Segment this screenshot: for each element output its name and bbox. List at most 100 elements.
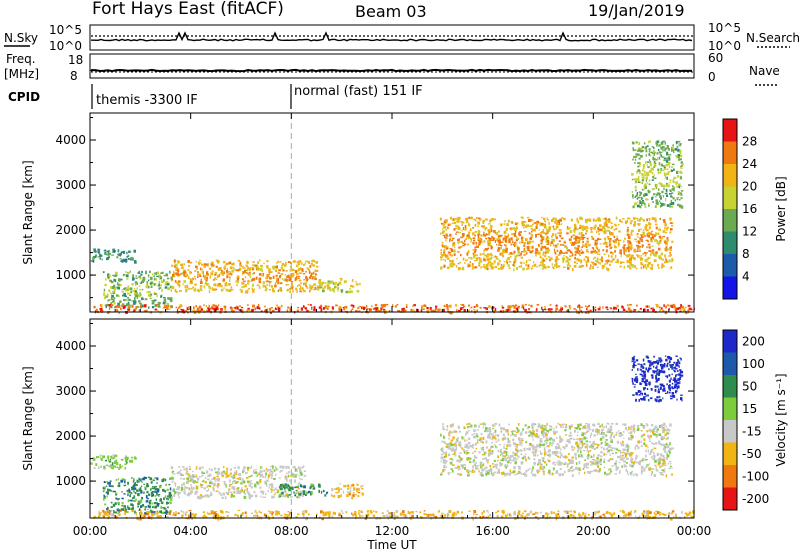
velocity-echo-cell [288,494,291,496]
power-echo-cell [671,305,674,309]
power-echo-cell [93,248,96,251]
power-echo-cell [155,303,159,306]
power-echo-cell [176,270,180,272]
velocity-echo-cell [331,488,334,492]
power-echo-cell [141,304,144,308]
power-echo-cell [199,275,202,277]
velocity-echo-cell [133,478,135,482]
velocity-echo-cell [472,465,474,469]
power-echo-cell [218,283,221,285]
velocity-echo-cell [272,467,274,470]
power-echo-cell [148,270,151,274]
power-echo-cell [528,304,531,306]
power-echo-cell [680,165,683,167]
power-echo-cell [101,306,103,310]
power-echo-cell [121,304,124,306]
power-echo-cell [595,259,598,263]
velocity-echo-cell [492,424,494,427]
power-echo-cell [566,227,570,229]
power-echo-cell [241,309,244,312]
power-echo-cell [671,201,675,205]
power-echo-cell [599,262,601,265]
velocity-echo-cell [572,469,575,471]
power-echo-cell [447,251,450,254]
power-echo-region [90,248,137,264]
power-echo-cell [656,192,660,196]
power-echo-cell [289,308,292,312]
power-echo-cell [614,256,617,259]
power-echo-cell [103,249,107,252]
power-echo-cell [170,297,173,300]
power-echo-cell [98,251,101,254]
power-y-tick-label: 1000 [55,268,86,282]
velocity-echo-cell [509,458,512,461]
velocity-echo-cell [588,513,590,516]
power-echo-cell [355,283,359,286]
velocity-echo-cell [367,513,370,517]
power-echo-cell [633,265,636,269]
power-echo-cell [297,269,299,273]
power-echo-cell [540,243,543,245]
power-echo-cell [113,301,116,305]
power-echo-cell [582,265,585,267]
velocity-echo-cell [647,515,650,519]
power-echo-cell [603,222,606,225]
velocity-echo-cell [260,495,262,498]
velocity-echo-cell [131,486,134,488]
power-echo-cell [241,306,244,309]
power-echo-cell [345,290,348,294]
power-echo-cell [649,163,652,167]
velocity-echo-cell [153,486,156,489]
power-echo-cell [505,237,508,240]
power-echo-cell [116,294,119,297]
velocity-echo-cell [180,477,182,480]
power-echo-cell [642,265,645,269]
power-echo-cell [247,307,250,310]
power-echo-cell [161,289,163,292]
power-echo-cell [279,282,283,285]
velocity-echo-cell [130,508,132,510]
power-echo-cell [193,288,195,292]
velocity-echo-cell [620,441,622,444]
power-echo-cell [664,240,667,243]
power-echo-cell [189,271,192,275]
power-echo-cell [459,267,462,270]
velocity-echo-cell [250,482,253,485]
velocity-echo-cell [658,513,661,516]
power-echo-cell [552,233,554,237]
velocity-echo-cell [411,514,414,518]
power-echo-cell [493,309,497,312]
power-echo-cell [662,219,666,222]
power-echo-cell [110,299,114,301]
velocity-echo-cell [159,484,162,488]
velocity-echo-cell [296,496,298,498]
velocity-echo-cell [301,466,304,469]
power-echo-cell [552,266,554,268]
power-echo-cell [552,243,555,247]
power-echo-cell [459,220,463,223]
power-echo-cell [651,265,653,268]
power-echo-cell [586,262,588,264]
power-echo-cell [611,259,614,261]
power-echo-cell [285,261,287,264]
power-echo-cell [113,248,115,251]
power-echo-cell [574,246,577,250]
power-echo-cell [309,289,311,293]
power-echo-cell [194,278,197,280]
power-echo-cell [664,198,667,202]
power-echo-cell [626,304,629,307]
power-echo-cell [548,259,551,262]
velocity-echo-cell [164,478,167,482]
power-echo-cell [663,172,666,174]
power-echo-cell [531,240,534,243]
power-echo-cell [576,217,579,220]
power-echo-cell [666,226,669,229]
power-echo-cell [451,237,455,240]
velocity-echo-cell [134,491,137,495]
velocity-echo-cell [448,510,452,513]
velocity-echo-cell [386,514,389,517]
power-echo-cell [137,272,141,274]
velocity-echo-cell [681,510,683,514]
velocity-echo-cell [295,489,298,492]
power-echo-cell [528,241,531,244]
